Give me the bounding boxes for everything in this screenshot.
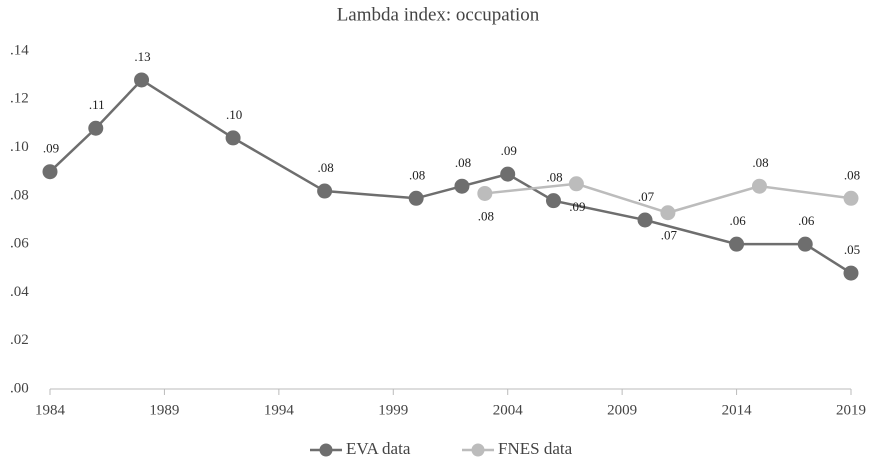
legend-label: EVA data xyxy=(346,439,411,458)
data-point xyxy=(568,176,584,192)
y-tick-label: .00 xyxy=(10,380,29,396)
data-label: .08 xyxy=(409,167,425,182)
x-tick-label: 2014 xyxy=(722,402,753,418)
data-label: .09 xyxy=(43,141,59,156)
data-point xyxy=(500,166,516,182)
chart-title: Lambda index: occupation xyxy=(337,4,540,25)
y-tick-label: .10 xyxy=(10,139,29,155)
y-tick-label: .06 xyxy=(10,236,29,252)
x-tick-label: 1984 xyxy=(35,402,66,418)
x-tick-label: 2004 xyxy=(493,402,524,418)
y-tick-label: .12 xyxy=(10,91,29,107)
data-point xyxy=(843,190,859,206)
data-point xyxy=(843,265,859,281)
data-label: .11 xyxy=(89,97,105,112)
data-point xyxy=(545,193,561,209)
data-point xyxy=(637,212,653,228)
data-label: .10 xyxy=(226,107,242,122)
x-tick-label: 1999 xyxy=(378,402,408,418)
legend-marker xyxy=(471,443,485,457)
legend-marker xyxy=(319,443,333,457)
data-point xyxy=(88,120,104,136)
data-label: .06 xyxy=(729,213,746,228)
y-tick-label: .14 xyxy=(10,42,29,58)
data-point xyxy=(729,236,745,252)
data-label: .08 xyxy=(752,155,768,170)
data-point xyxy=(134,72,150,88)
data-label: .09 xyxy=(501,143,517,158)
legend-label: FNES data xyxy=(498,439,573,458)
data-label: .07 xyxy=(638,189,655,204)
x-tick-label: 2019 xyxy=(836,402,866,418)
y-tick-label: .02 xyxy=(10,332,29,348)
data-label: .09 xyxy=(569,199,585,214)
x-tick-label: 1994 xyxy=(264,402,295,418)
data-label: .07 xyxy=(661,228,678,243)
data-label: .08 xyxy=(844,167,860,182)
data-point xyxy=(408,190,424,206)
data-point xyxy=(751,178,767,194)
data-point xyxy=(797,236,813,252)
x-tick-label: 2009 xyxy=(607,402,637,418)
data-point xyxy=(42,164,58,180)
data-point xyxy=(660,205,676,221)
data-point xyxy=(225,130,241,146)
data-label: .08 xyxy=(455,155,471,170)
x-tick-label: 1989 xyxy=(149,402,179,418)
data-label: .08 xyxy=(546,170,562,185)
data-label: .05 xyxy=(844,242,860,257)
data-label: .13 xyxy=(134,49,150,64)
data-label: .08 xyxy=(478,208,494,223)
y-tick-label: .04 xyxy=(10,284,29,300)
data-label: .08 xyxy=(318,160,334,175)
data-point xyxy=(317,183,333,199)
data-label: .06 xyxy=(798,213,815,228)
data-point xyxy=(477,185,493,201)
data-point xyxy=(454,178,470,194)
y-tick-label: .08 xyxy=(10,187,29,203)
